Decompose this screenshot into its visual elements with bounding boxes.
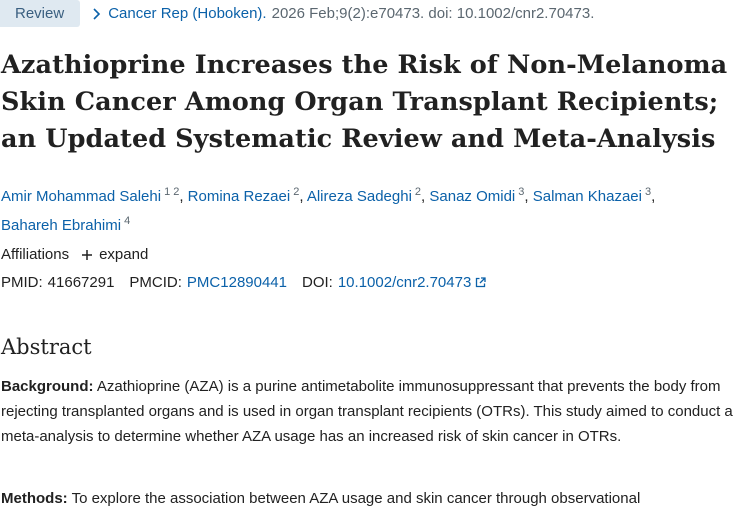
chevron-right-icon bbox=[92, 7, 102, 21]
pmid-value: 41667291 bbox=[47, 274, 115, 291]
doi-label: DOI: bbox=[302, 274, 333, 291]
citation-details: 2026 Feb;9(2):e70473. doi: 10.1002/cnr2.… bbox=[271, 5, 595, 22]
author-list: Amir Mohammad Salehi 1 2, Romina Rezaei 2, … bbox=[1, 186, 656, 234]
identifiers-row: PMID: 41667291 PMCID: PMC12890441 DOI: 1… bbox=[1, 274, 486, 291]
background-text: Azathioprine (AZA) is a purine antimetab… bbox=[1, 378, 733, 445]
abstract-background: Background: Azathioprine (AZA) is a puri… bbox=[1, 374, 746, 449]
author-item: Salman Khazaei 3 bbox=[532, 186, 652, 205]
journal-link[interactable]: Cancer Rep (Hoboken). bbox=[108, 5, 267, 22]
pmcid-link[interactable]: PMC12890441 bbox=[186, 274, 287, 291]
affiliation-ref[interactable]: 4 bbox=[124, 215, 131, 227]
affiliation-ref[interactable]: 2 bbox=[414, 186, 422, 198]
author-link[interactable]: Alireza Sadeghi bbox=[306, 188, 412, 205]
article-type-badge: Review bbox=[0, 0, 81, 27]
author-item: Romina Rezaei 2 bbox=[187, 186, 300, 205]
article-title: Azathioprine Increases the Risk of Non-M… bbox=[1, 50, 728, 154]
affiliation-ref[interactable]: 3 bbox=[518, 186, 525, 198]
affiliations-row: Affiliations expand bbox=[1, 246, 148, 263]
affiliation-ref[interactable]: 2 bbox=[173, 186, 180, 198]
abstract-methods: Methods: To explore the association betw… bbox=[1, 486, 746, 511]
author-item: Sanaz Omidi 3 bbox=[429, 186, 525, 205]
pmcid-label: PMCID: bbox=[129, 274, 182, 291]
author-item: Alireza Sadeghi 2 bbox=[306, 186, 422, 205]
expand-affiliations-button[interactable]: expand bbox=[81, 246, 148, 263]
affiliation-ref[interactable]: 3 bbox=[644, 186, 652, 198]
author-item: Bahareh Ebrahimi 4 bbox=[1, 215, 131, 234]
author-link[interactable]: Amir Mohammad Salehi bbox=[1, 188, 162, 205]
external-link-icon[interactable] bbox=[475, 277, 486, 288]
author-link[interactable]: Bahareh Ebrahimi bbox=[1, 217, 122, 234]
pmid-label: PMID: bbox=[1, 274, 43, 291]
author-link[interactable]: Romina Rezaei bbox=[187, 188, 291, 205]
abstract-heading: Abstract bbox=[1, 335, 92, 359]
methods-label: Methods: bbox=[1, 490, 68, 507]
author-item: Amir Mohammad Salehi 1 2 bbox=[1, 186, 180, 205]
affiliations-label: Affiliations bbox=[1, 246, 70, 263]
doi-link[interactable]: 10.1002/cnr2.70473 bbox=[337, 274, 472, 291]
background-label: Background: bbox=[1, 378, 94, 395]
author-link[interactable]: Sanaz Omidi bbox=[429, 188, 516, 205]
citation-bar: Review Cancer Rep (Hoboken). 2026 Feb;9(… bbox=[0, 0, 594, 27]
author-link[interactable]: Salman Khazaei bbox=[532, 188, 642, 205]
affiliation-ref[interactable]: 2 bbox=[293, 186, 300, 198]
plus-icon bbox=[81, 249, 93, 261]
affiliation-ref[interactable]: 1 bbox=[164, 186, 171, 198]
methods-text: To explore the association between AZA u… bbox=[71, 490, 641, 507]
expand-label: expand bbox=[99, 246, 149, 263]
